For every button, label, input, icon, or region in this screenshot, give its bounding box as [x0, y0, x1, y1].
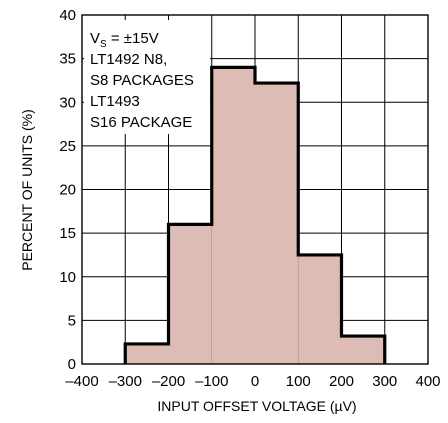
- x-tick-label: 200: [329, 373, 354, 390]
- y-tick-label: 5: [68, 312, 76, 329]
- x-tick-label: 0: [251, 373, 259, 390]
- y-tick-labels: 0 5 10 15 20 25 30 35 40: [59, 7, 76, 373]
- y-axis-title: PERCENT OF UNITS (%): [19, 109, 35, 271]
- histogram-outline: [123, 65, 387, 364]
- vs-subscript: S: [100, 39, 107, 50]
- y-tick-label: 10: [59, 269, 76, 286]
- y-tick-label: 20: [59, 182, 76, 199]
- y-tick-label: 0: [68, 356, 76, 373]
- x-tick-label: –300: [109, 373, 142, 390]
- package-line-2: S8 PACKAGES: [90, 72, 194, 89]
- x-tick-label: –200: [152, 373, 185, 390]
- y-tick-label: 30: [59, 94, 76, 111]
- vs-prefix: V: [90, 30, 100, 47]
- package-line-4: S16 PACKAGE: [90, 114, 192, 131]
- y-tick-label: 40: [59, 7, 76, 24]
- histogram-bar: [341, 336, 385, 364]
- x-tick-label: 100: [286, 373, 311, 390]
- x-tick-label: –400: [65, 373, 98, 390]
- x-tick-label: –100: [195, 373, 228, 390]
- plot-frame: [81, 14, 429, 365]
- x-tick-label: 400: [415, 373, 440, 390]
- y-tick-label: 25: [59, 138, 76, 155]
- y-tick-label: 35: [59, 51, 76, 68]
- vs-value: = ±15V: [107, 30, 159, 47]
- histogram-bar: [298, 254, 342, 364]
- x-tick-labels: –400 –300 –200 –100 0 100 200 300 400: [65, 373, 440, 390]
- histogram-bar: [255, 83, 299, 365]
- histogram-bar: [168, 224, 212, 364]
- bar-layer: [123, 65, 387, 365]
- package-line-3: LT1493: [90, 93, 140, 110]
- y-tick-label: 15: [59, 225, 76, 242]
- package-line-1: LT1492 N8,: [90, 51, 167, 68]
- x-axis-title: INPUT OFFSET VOLTAGE (µV): [157, 398, 356, 414]
- x-tick-label: 300: [372, 373, 397, 390]
- histogram-bar: [211, 67, 255, 364]
- annotation-background: [84, 20, 210, 134]
- supply-voltage-label: VS = ±15V: [90, 30, 159, 50]
- histogram-bar: [125, 343, 169, 364]
